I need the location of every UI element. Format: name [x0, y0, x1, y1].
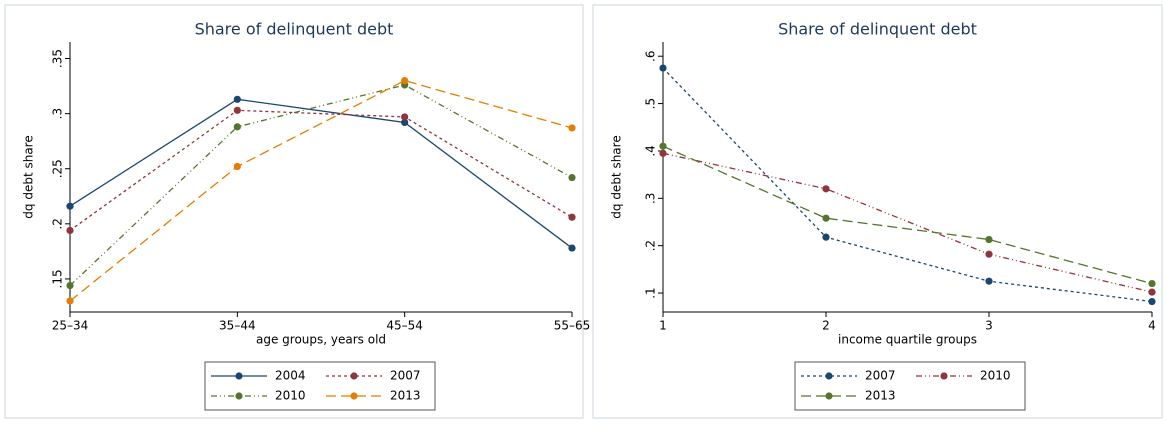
x-axis-label: income quartile groups	[838, 333, 977, 347]
point	[233, 95, 241, 103]
legend-point	[825, 392, 833, 400]
point	[66, 281, 74, 290]
series-line	[69, 98, 573, 249]
point	[401, 118, 409, 127]
point	[568, 244, 576, 252]
legend-point	[235, 372, 243, 380]
y-axis-label: dq debt share	[22, 135, 36, 218]
y-tick-label: .1	[644, 287, 658, 298]
x-tick-label: 4	[1148, 319, 1156, 333]
series-line	[662, 67, 1153, 303]
legend-point	[825, 372, 833, 380]
series-line	[662, 152, 1153, 293]
y-axis-label: dq debt share	[610, 135, 624, 218]
legend-point	[235, 392, 243, 400]
point	[66, 297, 74, 305]
plot-area	[70, 42, 572, 312]
point	[233, 106, 241, 114]
x-tick-label: 3	[985, 319, 993, 333]
point	[401, 76, 409, 85]
y-tick-label: .2	[644, 240, 658, 251]
y-tick-label: .3	[644, 193, 658, 204]
legend-box	[794, 361, 1026, 411]
x-tick-label: 2	[822, 319, 830, 333]
point	[822, 233, 830, 241]
point	[401, 113, 409, 121]
plot-area	[663, 42, 1152, 312]
point	[985, 235, 993, 244]
legend-label: 2007	[865, 369, 896, 383]
point	[568, 173, 576, 182]
point	[985, 277, 993, 285]
point	[659, 142, 667, 150]
y-tick-label: .15	[51, 269, 65, 288]
x-tick-label: 45–54	[386, 319, 423, 333]
y-tick-label: .2	[51, 218, 65, 229]
point	[659, 149, 667, 157]
point	[1148, 288, 1156, 296]
legend-box	[204, 361, 436, 411]
legend-label: 2010	[980, 369, 1011, 383]
legend-point	[940, 372, 948, 380]
chart-title: Share of delinquent debt	[778, 20, 977, 39]
y-tick-label: .35	[51, 49, 65, 68]
legend-point	[350, 372, 358, 380]
legend-label: 2007	[390, 369, 421, 383]
point	[1148, 279, 1156, 288]
y-tick-label: .25	[51, 159, 65, 178]
chart-title: Share of delinquent debt	[195, 20, 394, 39]
legend-label: 2013	[390, 389, 421, 403]
series-line	[69, 84, 573, 287]
point	[66, 202, 74, 210]
point	[822, 214, 830, 222]
x-tick-label: 55–65	[554, 319, 591, 333]
point	[233, 162, 241, 171]
legend-label: 2004	[275, 369, 306, 383]
series-line	[662, 145, 1153, 285]
y-tick-label: .3	[51, 108, 65, 119]
series-line	[69, 79, 573, 302]
legend-label: 2010	[275, 389, 306, 403]
point	[822, 185, 830, 193]
point	[568, 124, 576, 132]
y-tick-label: .5	[644, 98, 658, 109]
point	[985, 250, 993, 258]
point	[568, 213, 576, 221]
x-tick-label: 25–34	[52, 319, 89, 333]
point	[233, 123, 241, 131]
legend-point	[350, 392, 358, 400]
point	[659, 64, 667, 72]
point	[1148, 297, 1156, 306]
x-axis-label: age groups, years old	[256, 333, 386, 347]
legend-label: 2013	[865, 389, 896, 403]
y-tick-label: .6	[644, 50, 658, 61]
series-line	[69, 109, 573, 231]
x-tick-label: 35–44	[219, 319, 256, 333]
y-tick-label: .4	[644, 145, 658, 156]
x-tick-label: 1	[659, 319, 667, 333]
point	[66, 226, 74, 235]
